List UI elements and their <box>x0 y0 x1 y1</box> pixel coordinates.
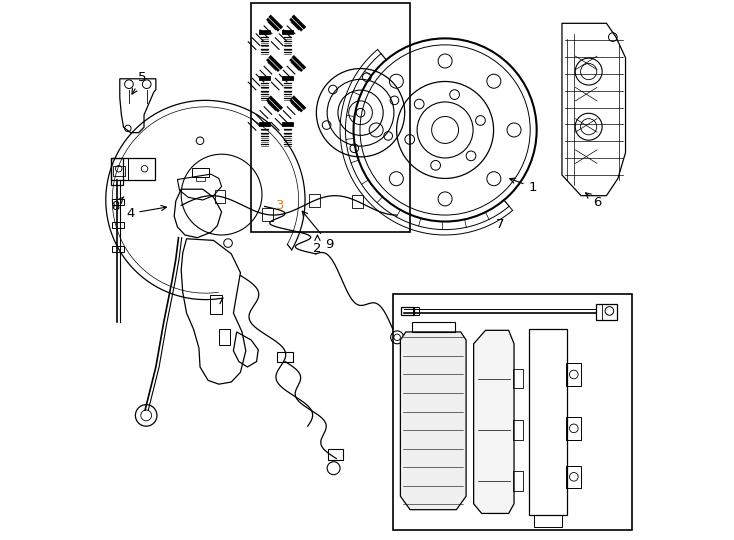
Text: 7: 7 <box>496 218 505 231</box>
Bar <box>513 369 523 388</box>
Text: 9: 9 <box>302 211 333 251</box>
Bar <box>111 158 156 179</box>
Text: 2: 2 <box>313 235 321 255</box>
Bar <box>534 515 562 527</box>
Bar <box>210 295 222 314</box>
Bar <box>413 307 418 315</box>
Text: 1: 1 <box>509 178 537 193</box>
Bar <box>401 307 415 315</box>
Bar <box>251 3 410 232</box>
Bar <box>112 246 124 252</box>
Bar <box>328 449 344 460</box>
Bar <box>214 190 225 203</box>
Bar <box>262 208 273 221</box>
Bar <box>528 329 567 515</box>
Bar <box>192 167 209 177</box>
Text: 3: 3 <box>275 199 284 212</box>
Bar <box>112 199 124 205</box>
Bar <box>112 221 124 228</box>
Bar <box>111 158 123 185</box>
Text: 4: 4 <box>126 205 167 220</box>
Polygon shape <box>400 332 466 510</box>
Bar <box>352 195 363 208</box>
Bar <box>567 465 581 488</box>
Polygon shape <box>473 330 514 514</box>
Bar <box>219 329 230 346</box>
Bar <box>567 417 581 440</box>
Bar <box>309 194 320 207</box>
Bar <box>113 165 125 176</box>
Bar <box>196 177 206 181</box>
Bar <box>567 363 581 386</box>
Text: 6: 6 <box>586 193 602 209</box>
Bar <box>393 294 632 530</box>
Bar <box>513 471 523 491</box>
Bar <box>277 352 293 362</box>
Bar <box>413 322 455 332</box>
Text: 8: 8 <box>111 197 124 213</box>
Bar <box>596 305 617 320</box>
Bar <box>513 420 523 440</box>
Text: 5: 5 <box>132 71 146 94</box>
